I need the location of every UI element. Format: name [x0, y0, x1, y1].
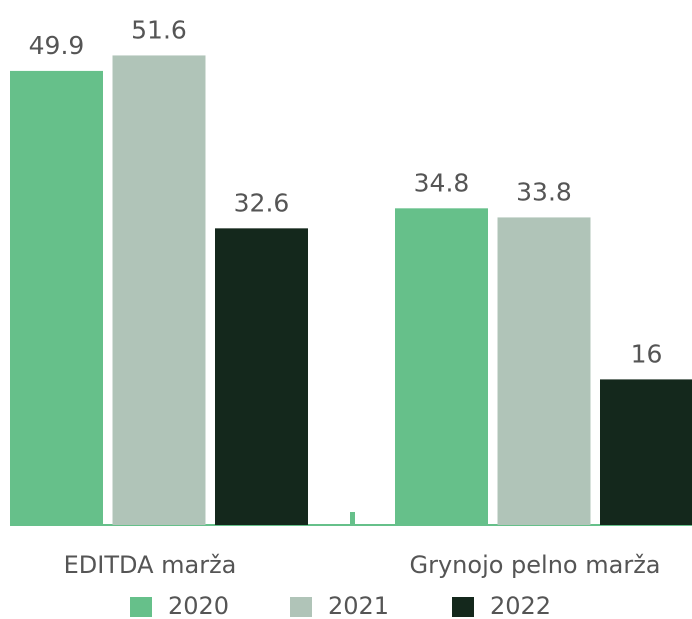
x-tick-label: EDITDA marža	[64, 551, 237, 579]
legend-label: 2022	[490, 592, 551, 619]
legend-label: 2020	[168, 592, 229, 619]
data-label: 33.8	[516, 177, 572, 206]
data-label: 34.8	[414, 168, 470, 197]
legend-swatch	[290, 597, 312, 617]
legend-swatch	[130, 597, 152, 617]
legend-swatch	[452, 597, 474, 617]
axis-tick	[350, 512, 355, 525]
bar	[215, 228, 308, 525]
bar	[497, 217, 591, 526]
data-label: 49.9	[29, 31, 85, 60]
data-label: 51.6	[131, 15, 187, 44]
x-tick-label: Grynojo pelno marža	[410, 551, 661, 579]
bar	[112, 55, 206, 525]
bar	[10, 70, 103, 525]
bar	[600, 379, 692, 525]
data-label: 16	[631, 339, 663, 368]
legend-label: 2021	[328, 592, 389, 619]
bar	[395, 208, 488, 525]
data-label: 32.6	[234, 188, 290, 217]
